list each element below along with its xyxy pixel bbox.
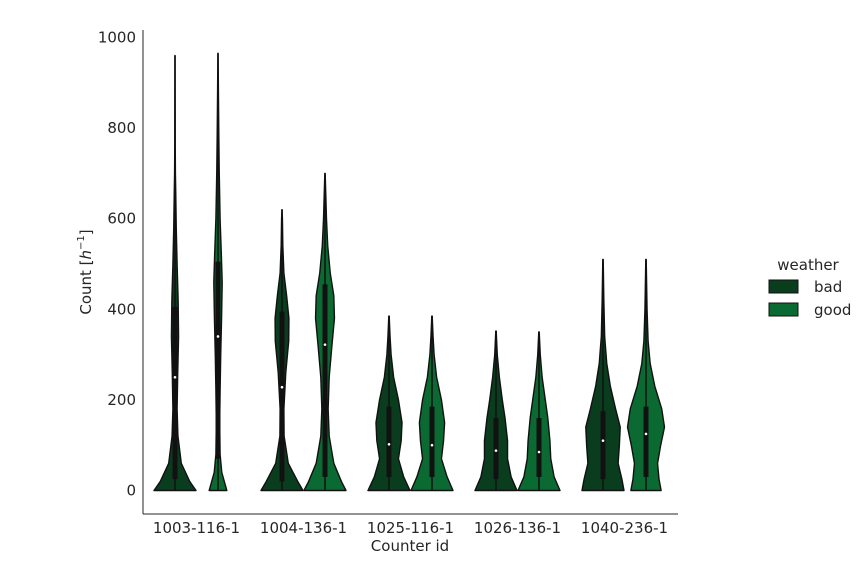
median-good-1026-136-1 [537, 450, 541, 454]
iqr-box-good-1026-136-1 [536, 418, 542, 477]
legend-label-bad: bad [814, 278, 842, 296]
legend-swatch-good [768, 302, 799, 317]
median-good-1040-236-1 [644, 432, 648, 436]
legend-title: weather [777, 256, 839, 274]
iqr-box-bad-1003-116-1 [172, 307, 178, 480]
median-good-1025-116-1 [430, 443, 434, 447]
x-tick-label-1040-236-1: 1040-236-1 [581, 519, 668, 537]
y-tick-label-600: 600 [107, 210, 136, 228]
iqr-box-bad-1040-236-1 [600, 411, 606, 480]
iqr-box-bad-1004-136-1 [279, 311, 285, 482]
median-bad-1025-116-1 [387, 442, 391, 446]
y-tick-label-1000: 1000 [98, 29, 136, 47]
y-tick-label-200: 200 [107, 391, 136, 409]
median-bad-1003-116-1 [173, 375, 177, 379]
x-tick-label-1025-116-1: 1025-116-1 [367, 519, 454, 537]
x-tick-label-1026-136-1: 1026-136-1 [474, 519, 561, 537]
median-good-1004-136-1 [323, 343, 327, 346]
median-bad-1004-136-1 [280, 385, 284, 389]
violin-layer [153, 52, 666, 492]
x-tick-label-1003-116-1: 1003-116-1 [153, 519, 240, 537]
y-tick-label-400: 400 [107, 300, 136, 318]
iqr-box-good-1003-116-1 [215, 261, 221, 459]
x-axis-title: Counter id [371, 537, 449, 555]
iqr-box-bad-1025-116-1 [386, 406, 392, 477]
median-bad-1026-136-1 [494, 449, 498, 452]
y-tick-label-800: 800 [107, 119, 136, 137]
y-axis-title-close: ] [77, 229, 95, 235]
median-bad-1040-236-1 [601, 439, 605, 442]
median-good-1003-116-1 [216, 335, 220, 338]
y-axis-title-sup: −1 [76, 235, 87, 250]
x-tick-labels: 1003-116-1 1004-136-1 1025-116-1 1026-136-1… [153, 519, 668, 537]
y-axis-title-var: h [77, 250, 95, 260]
legend: weather bad good [768, 256, 851, 319]
iqr-box-good-1004-136-1 [322, 284, 328, 477]
y-tick-label-0: 0 [126, 482, 136, 500]
y-tick-labels: 0 200 400 600 800 1000 [98, 29, 136, 500]
legend-label-good: good [814, 301, 851, 319]
iqr-box-good-1040-236-1 [643, 406, 649, 477]
y-axis-title: Count [h−1] [76, 229, 95, 314]
y-axis-title-main: Count [ [77, 259, 95, 314]
iqr-box-good-1025-116-1 [429, 406, 435, 477]
x-tick-label-1004-136-1: 1004-136-1 [260, 519, 347, 537]
legend-swatch-bad [768, 279, 799, 294]
iqr-box-bad-1026-136-1 [493, 418, 499, 480]
